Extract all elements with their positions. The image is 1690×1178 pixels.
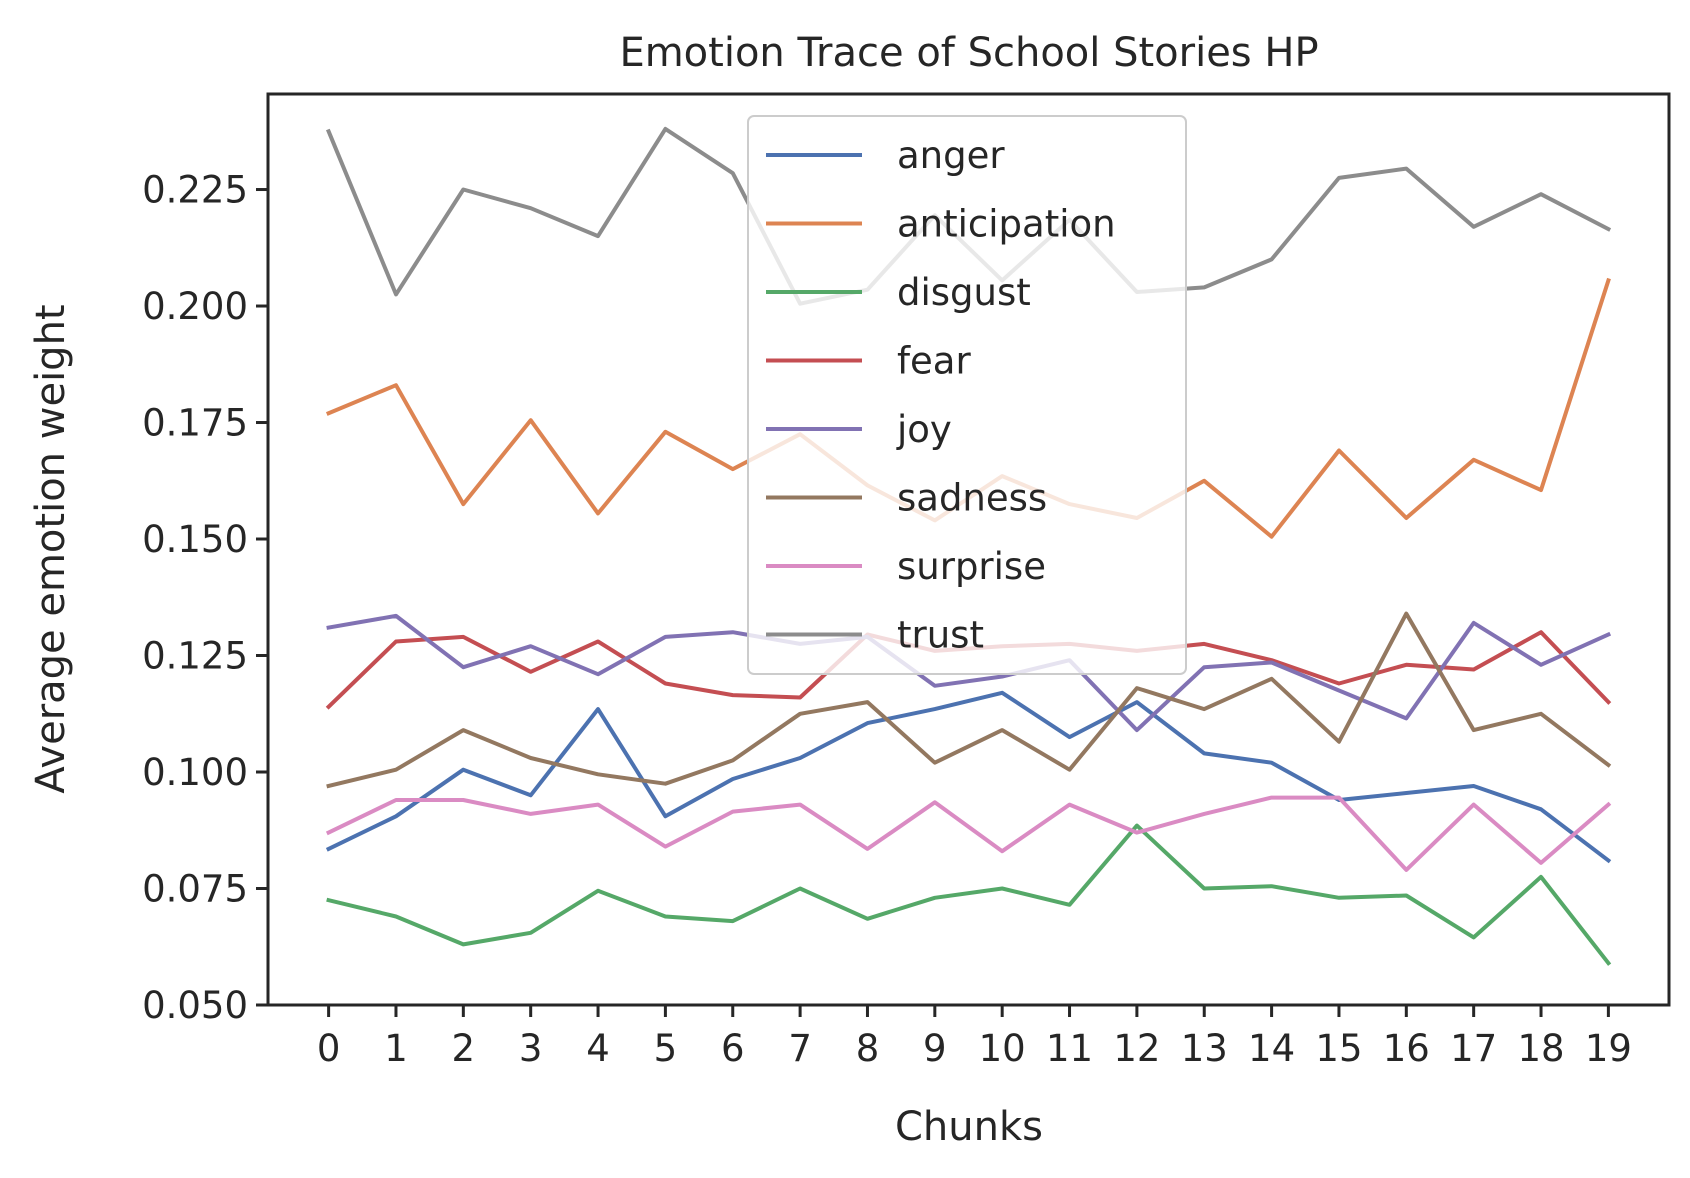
x-tick-label: 10 <box>979 1027 1026 1070</box>
x-tick-label: 6 <box>721 1027 745 1070</box>
legend-label-anticipation: anticipation <box>897 203 1116 246</box>
x-tick-label: 9 <box>923 1027 947 1070</box>
x-tick-label: 1 <box>384 1027 408 1070</box>
y-tick-label: 0.125 <box>142 635 248 678</box>
x-tick-label: 15 <box>1315 1027 1362 1070</box>
series-line-surprise <box>325 795 1612 872</box>
legend-box <box>747 115 1187 675</box>
x-tick-label: 3 <box>519 1027 543 1070</box>
legend-label-sadness: sadness <box>897 477 1047 520</box>
x-tick-label: 2 <box>452 1027 476 1070</box>
x-tick-label: 18 <box>1517 1027 1564 1070</box>
y-tick-label: 0.225 <box>142 169 248 212</box>
x-tick-label: 11 <box>1046 1027 1093 1070</box>
legend-label-trust: trust <box>897 614 984 657</box>
y-tick-label: 0.050 <box>142 984 248 1027</box>
x-tick-label: 13 <box>1181 1027 1228 1070</box>
chart-title: Emotion Trace of School Stories HP <box>619 30 1318 76</box>
y-tick-label: 0.200 <box>142 285 248 328</box>
plot-frame <box>266 92 1671 1007</box>
series-line-disgust <box>326 823 1612 966</box>
legend: anger anticipation disgust fear joy sadness su… <box>747 115 1187 675</box>
legend-label-disgust: disgust <box>897 271 1031 314</box>
y-tick-label: 0.175 <box>142 402 248 445</box>
x-tick-label: 8 <box>856 1027 880 1070</box>
series-line-joy <box>326 613 1612 733</box>
ticks-layer: 0 1 2 3 4 5 6 7 8 9 10 11 12 13 14 15 16 17 18 190.0500.075… <box>142 169 1632 1070</box>
x-tick-label: 17 <box>1450 1027 1497 1070</box>
x-tick-label: 14 <box>1248 1027 1295 1070</box>
y-tick-label: 0.100 <box>142 751 248 794</box>
x-tick-label: 4 <box>586 1027 610 1070</box>
legend-label-surprise: surprise <box>897 545 1046 588</box>
y-axis-label: Average emotion weight <box>28 304 74 793</box>
x-tick-label: 12 <box>1113 1027 1160 1070</box>
x-tick-label: 19 <box>1585 1027 1632 1070</box>
legend-label-joy: joy <box>896 408 952 451</box>
x-tick-label: 7 <box>788 1027 812 1070</box>
series-line-anger <box>325 690 1612 864</box>
x-axis-label: Chunks <box>895 1104 1043 1150</box>
x-tick-label: 16 <box>1383 1027 1430 1070</box>
y-tick-label: 0.150 <box>142 518 248 561</box>
x-tick-label: 0 <box>317 1027 341 1070</box>
legend-label-anger: anger <box>897 134 1005 177</box>
legend-label-fear: fear <box>897 340 971 383</box>
y-tick-label: 0.075 <box>142 868 248 911</box>
x-tick-label: 5 <box>654 1027 678 1070</box>
series-line-sadness <box>326 611 1612 789</box>
